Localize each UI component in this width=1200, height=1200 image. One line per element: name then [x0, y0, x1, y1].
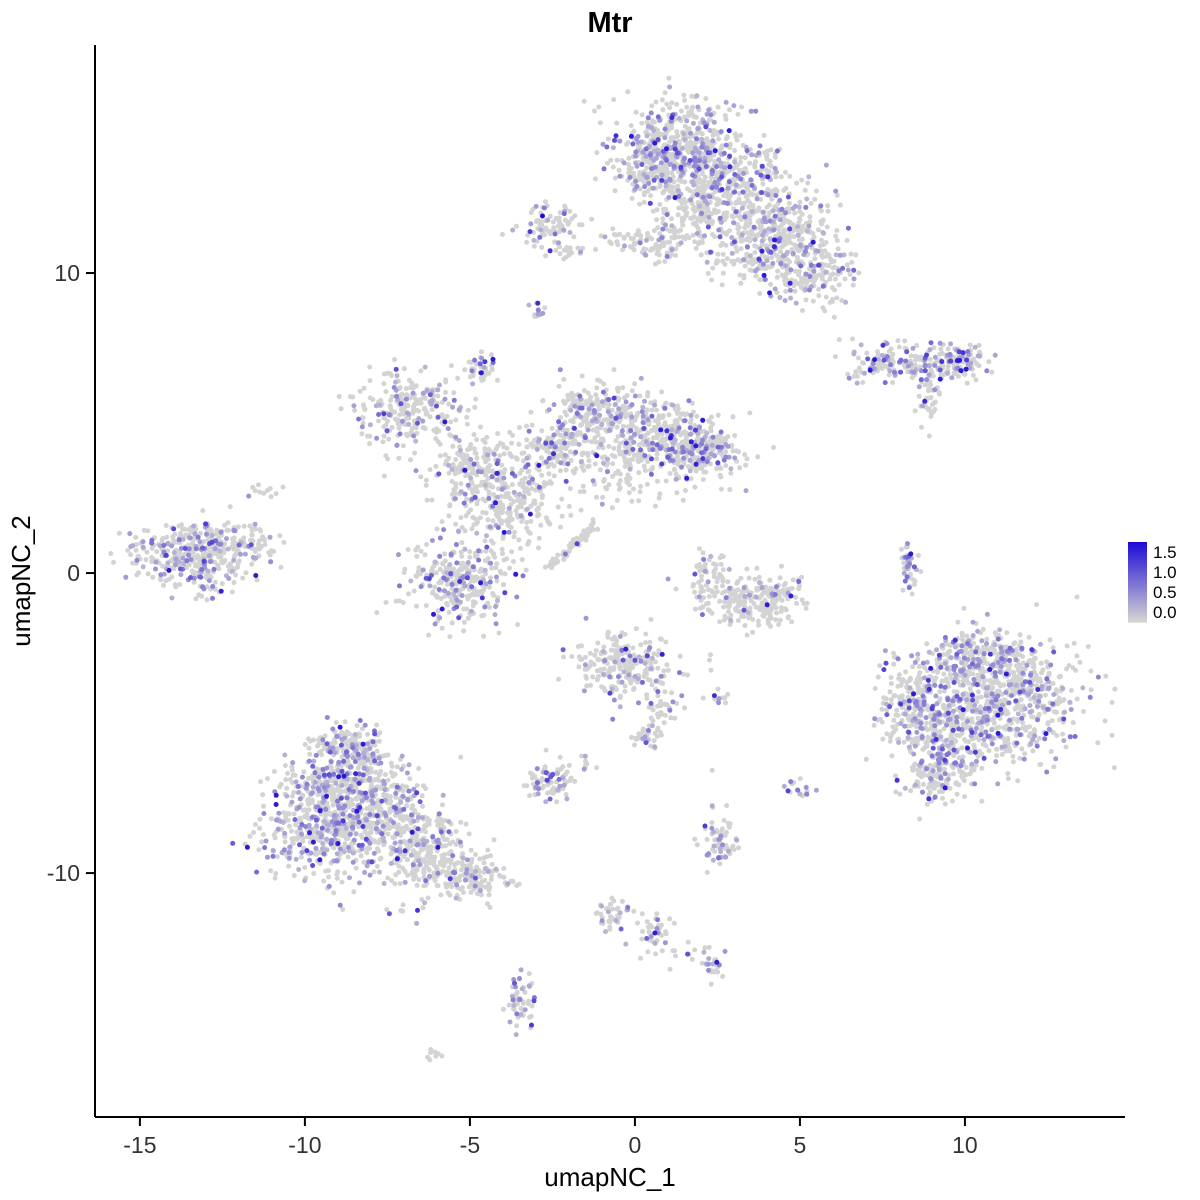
color-legend-gradient-bar	[1128, 542, 1147, 623]
color-legend: 1.5 1.0 0.5 0.0	[1128, 542, 1177, 623]
x-tick-label: -15	[123, 1132, 156, 1158]
legend-label-0-5: 0.5	[1153, 583, 1177, 602]
y-axis-label: umapNC_2	[6, 515, 36, 647]
legend-label-1-5: 1.5	[1153, 543, 1177, 562]
x-axis-label: umapNC_1	[544, 1162, 676, 1192]
x-tick-label: 10	[952, 1132, 978, 1158]
y-tick-label: 10	[54, 260, 80, 286]
x-tick-label: -5	[460, 1132, 480, 1158]
x-tick-label: 0	[629, 1132, 642, 1158]
x-tick-label: 5	[794, 1132, 807, 1158]
scatter-points-layer	[108, 75, 1118, 1063]
plot-title: Mtr	[587, 7, 632, 39]
y-tick-label: -10	[47, 860, 80, 886]
axes-layer: -15 -10 -5 0 5 10 -10 0 10	[47, 45, 1125, 1158]
x-tick-label: -10	[288, 1132, 321, 1158]
y-tick-label: 0	[67, 560, 80, 586]
legend-label-1-0: 1.0	[1153, 563, 1177, 582]
legend-label-0-0: 0.0	[1153, 603, 1177, 622]
